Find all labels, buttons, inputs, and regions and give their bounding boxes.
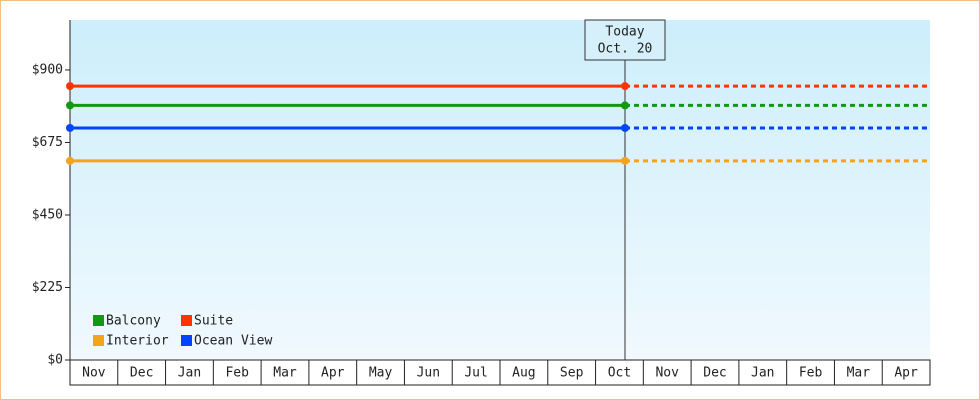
x-tick-label: Mar — [273, 366, 297, 381]
plot-area — [70, 20, 930, 360]
x-tick-label: Sep — [560, 366, 584, 381]
x-tick-label: Dec — [130, 366, 153, 381]
series-point — [66, 101, 74, 110]
legend-label: Ocean View — [194, 334, 272, 349]
series-point — [621, 123, 629, 132]
series-point — [66, 156, 74, 165]
x-tick-label: Nov — [82, 366, 106, 381]
x-tick-label: Jan — [751, 366, 774, 381]
y-tick-label: $675 — [32, 135, 63, 150]
x-tick-label: Jan — [178, 366, 201, 381]
legend-swatch — [93, 315, 104, 326]
x-tick-label: Mar — [847, 366, 871, 381]
legend-swatch — [181, 335, 192, 346]
x-tick-label: Apr — [894, 366, 918, 381]
y-tick-label: $225 — [32, 280, 63, 295]
legend-label: Interior — [106, 334, 169, 349]
series-point — [66, 123, 74, 132]
x-tick-label: Apr — [321, 366, 345, 381]
x-tick-label: Oct — [608, 366, 631, 381]
y-tick-label: $450 — [32, 207, 63, 222]
today-label: Today — [605, 25, 644, 40]
legend-label: Balcony — [106, 314, 161, 329]
x-tick-label: Jul — [464, 366, 487, 381]
x-tick-label: Feb — [225, 366, 249, 381]
x-tick-label: Nov — [655, 366, 679, 381]
x-tick-label: May — [369, 366, 393, 381]
y-tick-label: $0 — [47, 353, 63, 368]
x-tick-label: Feb — [799, 366, 823, 381]
today-box — [584, 19, 666, 61]
legend-label: Suite — [194, 314, 233, 329]
x-tick-label: Jun — [417, 366, 440, 381]
legend-swatch — [181, 315, 192, 326]
x-tick-label: Dec — [703, 366, 726, 381]
legend-swatch — [93, 335, 104, 346]
y-tick-label: $900 — [32, 62, 63, 77]
today-date: Oct. 20 — [598, 42, 653, 57]
series-point — [621, 156, 629, 165]
series-point — [66, 82, 74, 91]
series-point — [621, 101, 629, 110]
x-tick-label: Aug — [512, 366, 535, 381]
series-point — [621, 82, 629, 91]
